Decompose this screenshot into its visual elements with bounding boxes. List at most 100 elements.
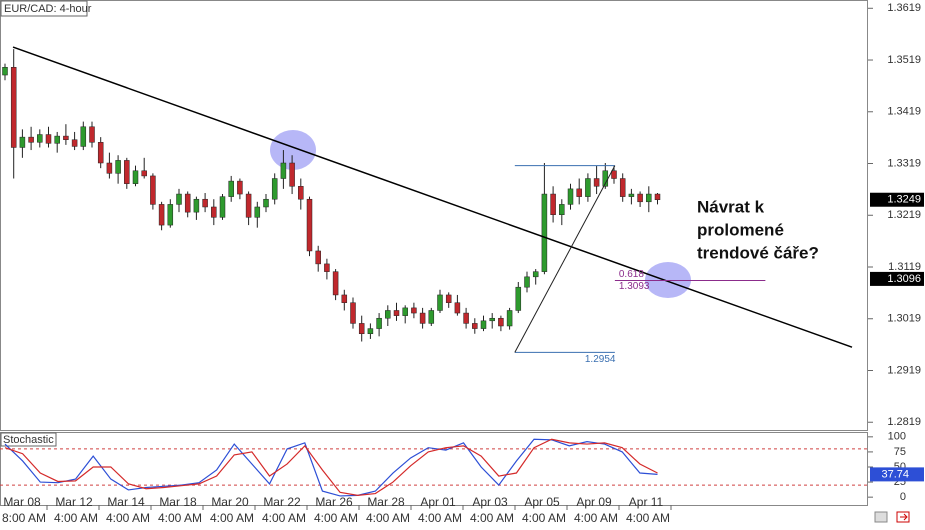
candle-body <box>263 198 269 208</box>
candle-body <box>193 198 200 213</box>
candle-body <box>419 312 426 324</box>
x-date-label: Apr 05 <box>524 495 560 509</box>
candle-body <box>454 302 461 314</box>
x-date-label: Apr 09 <box>576 495 612 509</box>
x-time-label: 4:00 AM <box>626 511 670 525</box>
stochastic-title: Stochastic <box>3 434 54 446</box>
last-price-tag <box>870 192 924 207</box>
candle-body <box>367 328 374 335</box>
candle-body <box>515 286 522 311</box>
trendline <box>12 46 853 348</box>
annotation-line: Návrat k <box>697 197 765 216</box>
candle-body <box>611 170 617 179</box>
candle-body <box>306 198 313 252</box>
candle-body <box>158 204 165 226</box>
y-tick-label: 1.3119 <box>888 261 921 273</box>
candle-body <box>411 307 417 314</box>
stoch-line <box>4 438 658 497</box>
x-time-label: 4:00 AM <box>210 511 254 525</box>
candle-body <box>376 317 382 329</box>
candle-body <box>315 250 321 265</box>
x-date-label: Mar 26 <box>315 495 353 509</box>
x-time-label: 4:00 AM <box>54 511 98 525</box>
candle-body <box>385 310 391 319</box>
candle-body <box>506 310 513 327</box>
stoch-tick-label: 0 <box>900 491 906 503</box>
x-date-label: Apr 01 <box>420 495 456 509</box>
y-tick-label: 1.3219 <box>887 209 921 221</box>
y-tick-label: 1.3619 <box>887 2 921 14</box>
candle-body <box>10 67 17 148</box>
x-time-label: 8:00 AM <box>2 511 46 525</box>
candle-body <box>124 160 130 184</box>
candle-body <box>254 206 261 218</box>
candle-body <box>445 294 452 303</box>
candle-body <box>271 178 278 200</box>
x-date-label: Mar 18 <box>159 495 197 509</box>
candle-body <box>593 178 600 187</box>
candle-body <box>80 126 87 147</box>
candle-body <box>637 193 643 203</box>
candle-body <box>498 317 504 327</box>
chart-title: EUR/CAD: 4-hour <box>4 3 92 15</box>
stoch-line <box>4 438 658 496</box>
x-time-label: 4:00 AM <box>470 511 514 525</box>
candle-body <box>37 134 43 143</box>
candle-body <box>463 312 469 324</box>
candle-body <box>628 193 635 197</box>
candle-body <box>654 193 661 200</box>
y-tick-label: 1.2919 <box>887 364 921 376</box>
candle-body <box>358 323 365 335</box>
candle-body <box>532 271 539 278</box>
x-time-label: 4:00 AM <box>314 511 358 525</box>
candle-body <box>176 193 182 205</box>
stoch-tick-label: 100 <box>888 431 906 443</box>
candle-body <box>202 198 208 208</box>
y-tick-label: 1.3319 <box>887 157 921 169</box>
candle-body <box>106 162 113 174</box>
candle-body <box>480 320 487 329</box>
main-panel <box>0 0 868 431</box>
candle-body <box>71 139 78 147</box>
x-date-label: Mar 14 <box>107 495 145 509</box>
candle-body <box>646 193 652 203</box>
candle-body <box>45 134 52 144</box>
candle-body <box>150 175 156 205</box>
x-time-label: 4:00 AM <box>418 511 462 525</box>
x-date-label: Mar 28 <box>367 495 405 509</box>
candle-body <box>437 294 443 311</box>
fib-low-label: 1.2954 <box>585 354 616 365</box>
candle-body <box>184 193 191 213</box>
candle-body <box>97 142 104 164</box>
stoch-tick-label: 75 <box>894 446 906 458</box>
stoch-value-label: 37.74 <box>881 468 909 480</box>
x-date-label: Apr 03 <box>472 495 508 509</box>
marker-price-tag <box>870 271 924 286</box>
title-box <box>0 0 88 17</box>
x-date-label: Apr 11 <box>629 495 664 509</box>
candle-body <box>393 310 400 316</box>
fib-level-label: 0.618 <box>619 269 644 280</box>
candle-body <box>341 294 348 303</box>
highlight-circle <box>270 130 316 170</box>
annotation-line: prolomené <box>697 220 784 239</box>
x-time-label: 4:00 AM <box>262 511 306 525</box>
fib-level-price: 1.3093 <box>619 281 650 292</box>
scroll-button[interactable] <box>874 511 888 523</box>
marker-price-tag-label: 1.3096 <box>887 273 921 285</box>
stoch-title-box <box>0 432 57 447</box>
candle-body <box>289 162 295 187</box>
candle-body <box>559 204 565 215</box>
x-date-label: Mar 20 <box>211 495 249 509</box>
candle-body <box>489 317 495 322</box>
x-time-label: 4:00 AM <box>574 511 618 525</box>
candle-body <box>472 323 478 329</box>
candle-body <box>63 135 69 140</box>
candle-body <box>567 188 574 205</box>
x-time-label: 4:00 AM <box>106 511 150 525</box>
arrow-icon <box>900 513 908 521</box>
x-date-label: Mar 22 <box>263 495 301 509</box>
candle-body <box>132 170 139 184</box>
candle-body <box>280 162 287 179</box>
